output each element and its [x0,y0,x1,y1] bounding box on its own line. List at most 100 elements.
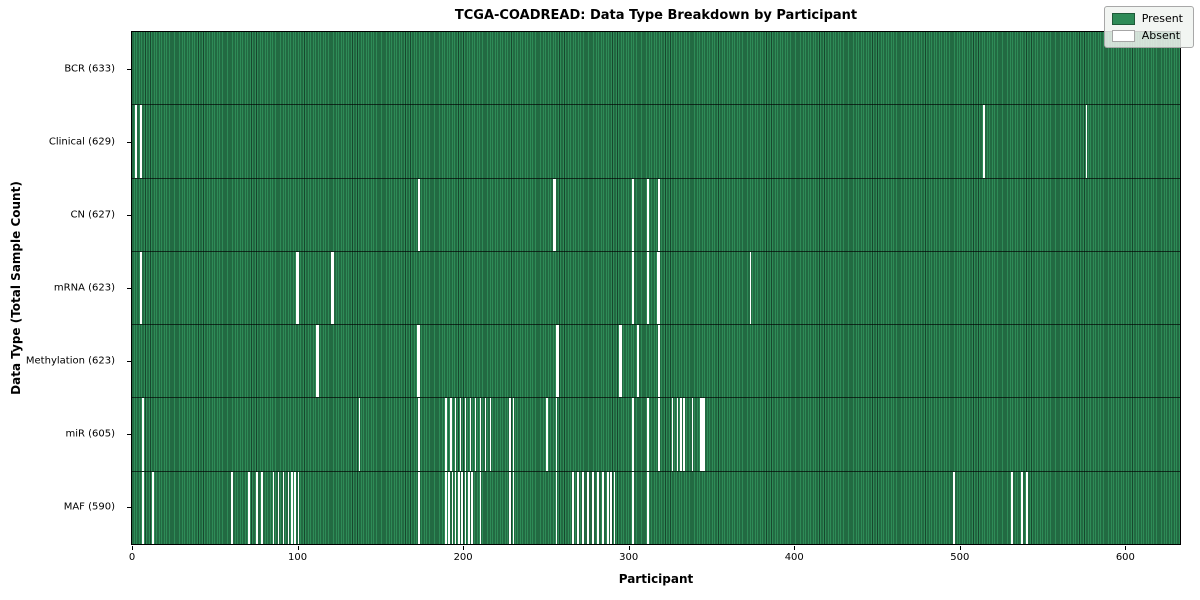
y-tick-mark [127,434,131,436]
absent-stripe [656,251,659,325]
absent-stripe [332,251,334,325]
y-axis-row-labels: BCR (633) Clinical (629) CN (627) mRNA (623… [0,31,125,545]
absent-stripe [607,471,609,544]
absent-stripe [461,471,464,544]
legend-label: Present [1141,12,1183,25]
x-tick-label: 300 [619,552,639,563]
absent-stripe [141,471,144,544]
absent-stripe [444,398,447,471]
absent-stripe [474,398,477,471]
absent-stripe [484,398,487,471]
absent-stripe [1021,471,1023,544]
absent-stripe [592,471,594,544]
absent-stripe [545,398,548,471]
row-label-Methylation: Methylation (623) [25,355,115,367]
absent-stripe [683,398,685,471]
absent-stripe [982,105,985,178]
legend-item-absent: Absent [1111,29,1183,42]
absent-stripe [691,398,694,471]
row-label-CN: CN (627) [70,209,115,221]
heatmap-plot-area [131,31,1181,545]
x-tick-mark [794,546,796,550]
absent-stripe [330,251,333,325]
absent-stripe [572,471,575,544]
absent-stripe [557,325,560,398]
absent-stripe [703,398,705,471]
absent-stripe [261,471,263,544]
absent-stripe [479,471,482,544]
absent-stripe [151,471,154,544]
absent-stripe [231,471,233,544]
absent-stripe [454,471,457,544]
absent-stripe [469,398,472,471]
absent-stripe [454,398,457,471]
absent-stripe [297,471,300,544]
x-tick-mark [1125,546,1127,550]
absent-stripe [658,325,661,398]
absent-stripe [646,471,649,544]
absent-stripe [272,471,275,544]
y-tick-mark [127,214,131,216]
y-tick-mark [127,507,131,509]
x-tick-label: 0 [128,552,136,563]
absent-stripe [294,471,296,544]
absent-stripe [489,398,492,471]
absent-stripe [297,251,300,325]
absent-stripe [676,398,679,471]
absent-stripe [295,251,298,325]
absent-stripe [468,471,470,544]
heatmap-row-Methylation [132,324,1180,398]
y-tick-mark [127,68,131,70]
absent-stripe [418,471,421,544]
x-tick-mark [132,546,133,550]
row-label-mRNA: mRNA (623) [53,282,115,294]
absent-stripe [458,471,460,544]
legend-label: Absent [1141,29,1181,42]
absent-stripe [358,398,361,471]
absent-stripe [620,325,623,398]
absent-stripe [256,471,258,544]
absent-stripe [597,471,599,544]
absent-stripe [646,398,649,471]
absent-stripe [555,325,558,398]
heatmap-row-MAF [132,470,1180,544]
heatmap-row-BCR [132,32,1180,105]
row-label-Clinical: Clinical (629) [48,136,115,148]
absent-stripe [448,471,450,544]
row-label-MAF: MAF (590) [63,501,115,513]
x-tick-label: 500 [950,552,970,563]
legend: Present Absent [1103,6,1194,48]
absent-stripe [1011,471,1013,544]
absent-stripe [449,398,452,471]
absent-stripe [602,471,604,544]
absent-stripe [444,471,447,544]
absent-stripe [555,398,558,471]
absent-stripe [418,398,421,471]
legend-swatch-absent [1111,29,1135,42]
absent-stripe [587,471,589,544]
absent-stripe [671,398,674,471]
absent-stripe [509,398,512,471]
y-tick-mark [127,288,131,289]
y-tick-mark [127,361,131,363]
absent-stripe [290,471,293,544]
absent-stripe [1026,471,1028,544]
y-axis-label: Data Type (Total Sample Count) [9,181,23,395]
x-axis-label: Participant [618,572,694,586]
absent-stripe [631,251,634,325]
heatmap-row-miR [132,397,1180,471]
absent-stripe [464,398,467,471]
absent-stripe [1085,105,1088,178]
absent-stripe [618,325,621,398]
absent-stripe [471,471,474,544]
heatmap-row-mRNA [132,250,1180,325]
absent-stripe [658,178,661,251]
absent-stripe [658,398,661,471]
absent-stripe [658,251,661,325]
absent-stripe [699,398,702,471]
absent-stripe [247,471,250,544]
absent-stripe [277,471,280,544]
x-tick-mark [463,546,465,550]
absent-stripe [317,325,320,398]
